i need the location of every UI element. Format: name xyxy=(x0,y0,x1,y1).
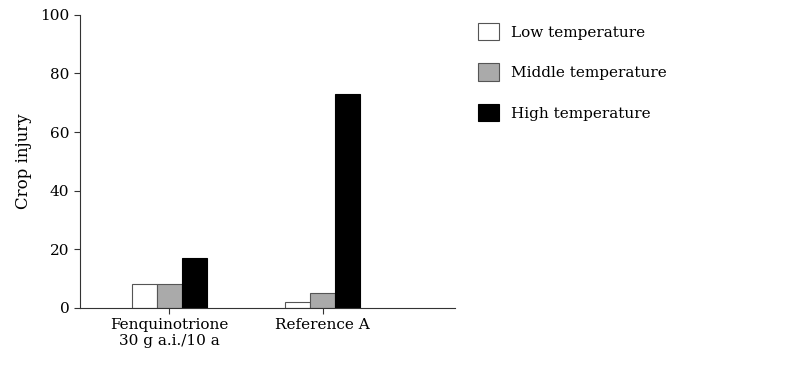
Bar xyxy=(310,293,335,308)
Bar xyxy=(285,302,310,307)
Bar xyxy=(335,94,360,308)
Legend: Low temperature, Middle temperature, High temperature: Low temperature, Middle temperature, Hig… xyxy=(477,22,667,122)
Bar xyxy=(182,258,207,307)
Y-axis label: Crop injury: Crop injury xyxy=(15,113,32,209)
Bar xyxy=(156,284,182,308)
Bar xyxy=(132,284,156,308)
